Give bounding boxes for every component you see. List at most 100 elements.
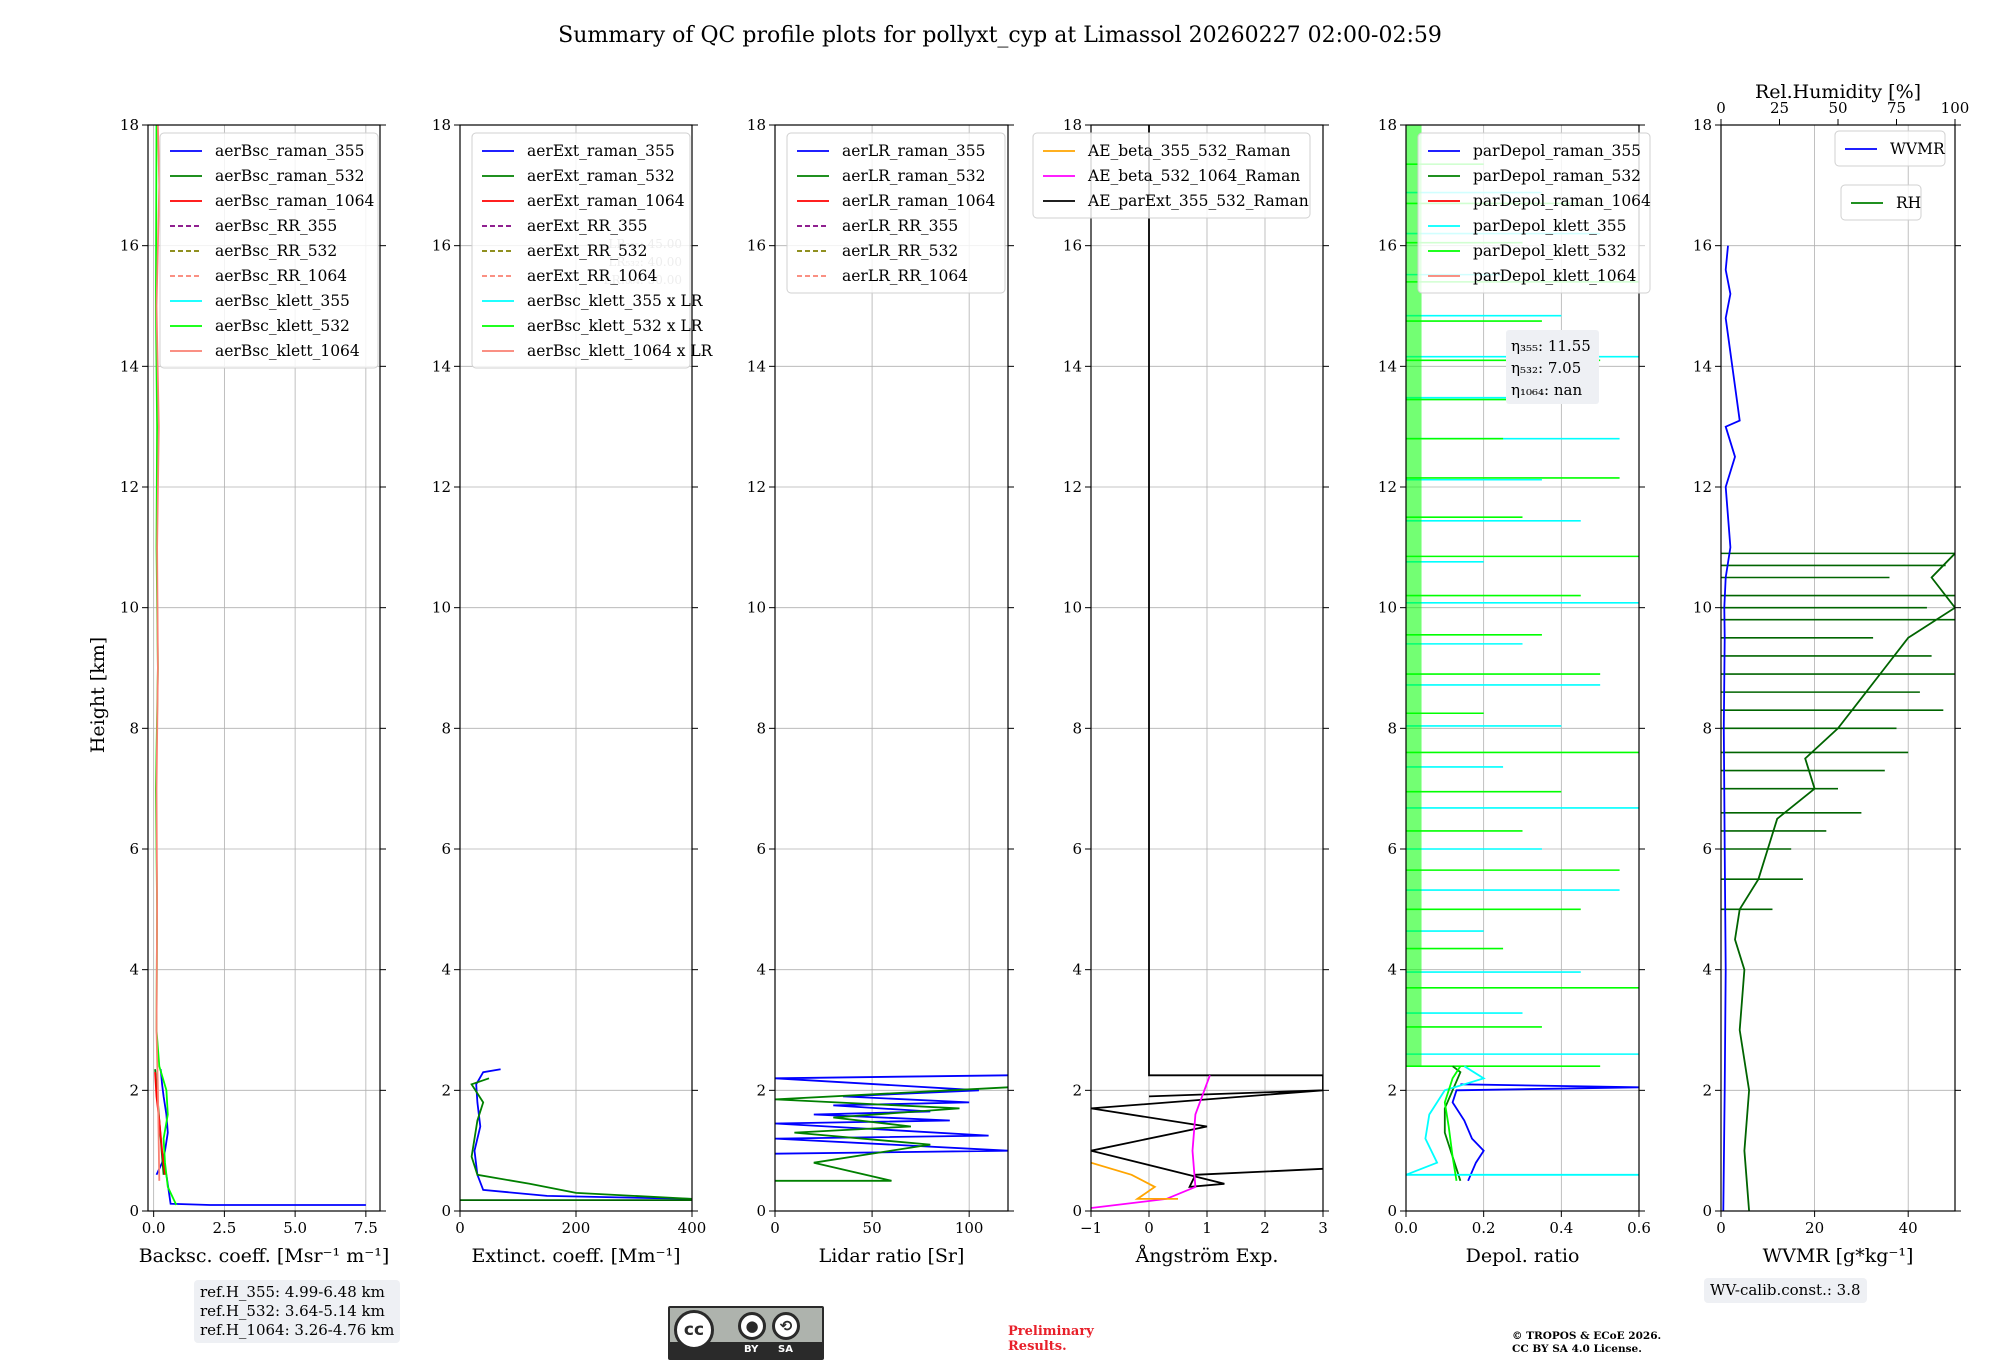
legend-frame xyxy=(786,132,1006,294)
series-parDepol_raman_532 xyxy=(1443,1065,1462,1182)
y-tick-label: 8 xyxy=(1702,719,1712,737)
top-tick-label: 100 xyxy=(1941,99,1970,117)
series-aerExt_raman_355 xyxy=(473,1068,692,1200)
y-tick-label: 2 xyxy=(1702,1081,1712,1099)
x-ticks: 0 50 100 xyxy=(770,1211,983,1237)
y-tick-label: 4 xyxy=(1702,961,1712,979)
series-group xyxy=(775,1074,1008,1182)
legend-label: aerBsc_RR_355 xyxy=(215,217,337,235)
y-tick-label: 16 xyxy=(432,237,451,255)
y-tick-label: 14 xyxy=(1693,357,1712,375)
x-axis-label: Ångström Exp. xyxy=(1135,1245,1279,1267)
x-ticks: 0 20 40 xyxy=(1716,1211,1918,1237)
ref-height-1064: ref.H_1064: 3.26-4.76 km xyxy=(200,1321,395,1339)
top-tick-label: 25 xyxy=(1770,99,1789,117)
x-tick-label: 5.0 xyxy=(283,1219,307,1237)
series-parDepol_raman_355 xyxy=(1451,1083,1639,1182)
x-tick-label: 0.2 xyxy=(1472,1219,1496,1237)
y-tick-label: 14 xyxy=(747,357,766,375)
x-axis-label: WVMR [g*kg⁻¹] xyxy=(1763,1245,1914,1267)
legend-label: aerBsc_raman_355 xyxy=(215,142,365,160)
series-parDepol_klett_355 xyxy=(1406,1065,1639,1176)
y-tick-label: 4 xyxy=(129,961,139,979)
axes-frame xyxy=(774,124,1009,1212)
legend-label: aerBsc_klett_1064 xyxy=(215,342,360,360)
legend-frame xyxy=(471,132,691,369)
y-tick-label: 16 xyxy=(1693,237,1712,255)
legend-label: aerBsc_klett_355 x LR xyxy=(527,292,704,310)
series-aerBsc_raman_1064 xyxy=(154,1072,166,1175)
y-tick-label: 6 xyxy=(1072,840,1082,858)
y-tick-label: 16 xyxy=(1378,237,1397,255)
series-AE_beta_532_1064_Raman xyxy=(1091,1074,1211,1209)
panel-extinction: 0 2 4 6 8 10 12 14 16 18 0 200 400 Extinct. coeff. [M… xyxy=(432,116,714,1267)
x-axis-label: Lidar ratio [Sr] xyxy=(819,1245,965,1267)
legend-label: aerExt_raman_532 xyxy=(527,167,675,185)
y-tick-label: 2 xyxy=(129,1081,139,1099)
x-ticks: 0.0 2.5 5.0 7.5 xyxy=(142,1211,378,1237)
legend-label: aerBsc_klett_1064 x LR xyxy=(527,342,714,360)
x-tick-label: 20 xyxy=(1805,1219,1824,1237)
share-alike-icon: ⟲ xyxy=(772,1312,800,1340)
y-tick-label: 12 xyxy=(747,478,766,496)
grid xyxy=(1720,124,1955,1212)
cc-badge-by-label: BY xyxy=(744,1344,759,1355)
y-ticks: 0 2 4 6 8 10 12 14 16 18 xyxy=(1378,116,1645,1220)
eta-1064: η₁₀₆₄: nan xyxy=(1511,381,1582,399)
x-tick-label: 0.6 xyxy=(1627,1219,1651,1237)
series-AE_parExt_355_532_Raman xyxy=(1091,125,1323,1188)
preliminary-line-1: Preliminary xyxy=(1008,1324,1094,1339)
series-aerExt_raman_532 xyxy=(470,1077,692,1200)
eta-532: η₅₃₂: 7.05 xyxy=(1511,359,1581,377)
y-tick-label: 10 xyxy=(432,599,451,617)
y-tick-label: 0 xyxy=(129,1202,139,1220)
legend-label: AE_beta_355_532_Raman xyxy=(1087,142,1290,160)
y-tick-label: 6 xyxy=(1702,840,1712,858)
x-ticks: 0 200 400 xyxy=(455,1211,706,1237)
legend: aerExt_raman_355 aerExt_raman_532 aerExt_r… xyxy=(471,132,714,369)
x-tick-label: 100 xyxy=(955,1219,984,1237)
x-tick-label: 2.5 xyxy=(212,1219,236,1237)
y-tick-label: 16 xyxy=(747,237,766,255)
y-tick-label: 8 xyxy=(1072,719,1082,737)
legend-label: parDepol_klett_532 xyxy=(1473,242,1626,260)
legend-label: aerBsc_RR_532 xyxy=(215,242,337,260)
y-tick-label: 10 xyxy=(1378,599,1397,617)
depol-dense-band xyxy=(1406,125,1422,1067)
y-tick-label: 18 xyxy=(432,116,451,134)
legend-label: aerLR_RR_532 xyxy=(842,242,958,260)
y-tick-label: 12 xyxy=(1693,478,1712,496)
x-axis-label: Depol. ratio xyxy=(1466,1245,1580,1267)
y-tick-label: 0 xyxy=(1702,1202,1712,1220)
y-tick-label: 8 xyxy=(441,719,451,737)
x-ticks: −1 0 1 2 3 xyxy=(1080,1211,1328,1237)
legend-frame xyxy=(1417,132,1651,294)
series-parDepol_klett_532 xyxy=(1443,1065,1462,1181)
y-tick-label: 12 xyxy=(120,478,139,496)
y-tick-label: 18 xyxy=(1693,116,1712,134)
copyright-line-1: © TROPOS & ECoE 2026. xyxy=(1512,1330,1662,1342)
x-tick-label: 50 xyxy=(863,1219,882,1237)
series-group xyxy=(460,1068,692,1201)
y-ticks: 0 2 4 6 8 10 12 14 16 18 xyxy=(120,116,386,1220)
y-tick-label: 2 xyxy=(441,1081,451,1099)
eta-box: η₃₅₅: 11.55 η₅₃₂: 7.05 η₁₀₆₄: nan xyxy=(1506,330,1599,404)
x-tick-label: 2 xyxy=(1260,1219,1270,1237)
y-tick-label: 0 xyxy=(441,1202,451,1220)
series-aerBsc_raman_355_low xyxy=(165,1174,366,1206)
copyright-note: © TROPOS & ECoE 2026. CC BY SA 4.0 Licen… xyxy=(1512,1330,1661,1356)
series-WVMR xyxy=(1722,245,1741,1211)
legend-label: aerLR_raman_355 xyxy=(842,142,985,160)
panel-lidar_ratio: 0 2 4 6 8 10 12 14 16 18 0 50 100 Lidar ratio [Sr] aer… xyxy=(747,116,1014,1267)
y-tick-label: 8 xyxy=(129,719,139,737)
y-tick-label: 14 xyxy=(1063,357,1082,375)
x-tick-label: 0.4 xyxy=(1549,1219,1573,1237)
copyright-line-2: CC BY SA 4.0 License. xyxy=(1512,1343,1642,1355)
y-ticks: 0 2 4 6 8 10 12 14 16 18 xyxy=(432,116,698,1220)
y-tick-label: 18 xyxy=(747,116,766,134)
legend-label: aerBsc_klett_532 xyxy=(215,317,350,335)
legend-label: parDepol_raman_1064 xyxy=(1473,192,1651,210)
y-tick-label: 0 xyxy=(756,1202,766,1220)
legend: aerLR_raman_355 aerLR_raman_532 aerLR_rama… xyxy=(786,132,1006,294)
